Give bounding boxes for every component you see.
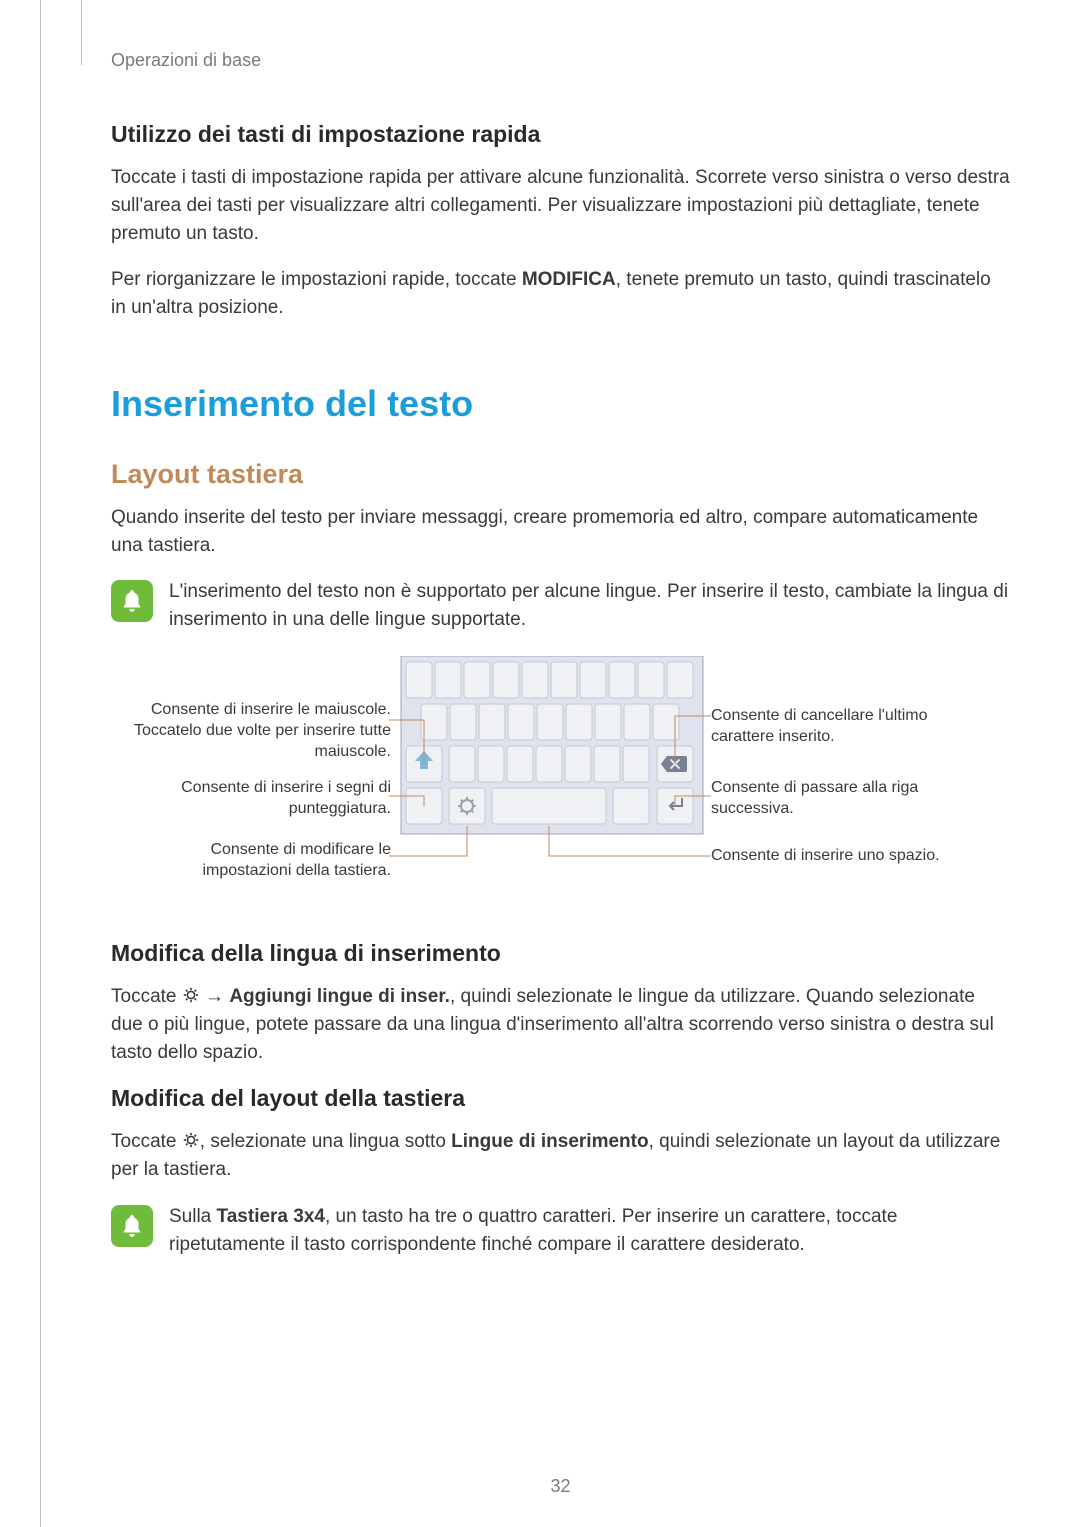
note-block: Sulla Tastiera 3x4, un tasto ha tre o qu… xyxy=(111,1203,1010,1259)
document-page: Operazioni di base Utilizzo dei tasti di… xyxy=(40,0,1080,1527)
text: → xyxy=(200,986,230,1007)
page-title: Inserimento del testo xyxy=(111,383,1010,425)
section-heading-quick-settings: Utilizzo dei tasti di impostazione rapid… xyxy=(111,121,1010,148)
callout-settings: Consente di modificare le impostazioni d… xyxy=(131,840,391,882)
text-bold: MODIFICA xyxy=(522,269,616,290)
page-number: 32 xyxy=(41,1476,1080,1497)
note-text: Sulla Tastiera 3x4, un tasto ha tre o qu… xyxy=(169,1203,1010,1259)
paragraph: Quando inserite del testo per inviare me… xyxy=(111,504,1010,560)
callout-backspace: Consente di cancellare l'ultimo caratter… xyxy=(711,706,971,748)
section-heading-change-language: Modifica della lingua di inserimento xyxy=(111,940,1010,967)
keyboard-diagram: Consente di inserire le maiuscole. Tocca… xyxy=(111,656,991,906)
text: Sulla xyxy=(169,1206,217,1227)
gear-icon xyxy=(182,1131,200,1149)
callout-enter: Consente di passare alla riga successiva… xyxy=(711,778,971,820)
section-heading-layout: Layout tastiera xyxy=(111,459,1010,490)
text: Toccate xyxy=(111,1131,182,1152)
text: Per riorganizzare le impostazioni rapide… xyxy=(111,269,522,290)
bell-icon xyxy=(111,580,153,622)
paragraph: Toccate , selezionate una lingua sotto L… xyxy=(111,1128,1010,1184)
text: Toccate xyxy=(111,986,182,1007)
text: , selezionate una lingua sotto xyxy=(200,1131,451,1152)
callout-space: Consente di inserire uno spazio. xyxy=(711,846,971,867)
paragraph: Toccate i tasti di impostazione rapida p… xyxy=(111,164,1010,248)
bell-icon xyxy=(111,1205,153,1247)
section-heading-change-layout: Modifica del layout della tastiera xyxy=(111,1085,1010,1112)
paragraph: Per riorganizzare le impostazioni rapide… xyxy=(111,266,1010,322)
page-left-rule xyxy=(81,0,82,65)
callout-punctuation: Consente di inserire i segni di punteggi… xyxy=(131,778,391,820)
text-bold: Lingue di inserimento xyxy=(451,1131,648,1152)
note-text: L'inserimento del testo non è supportato… xyxy=(169,578,1010,634)
text-bold: Aggiungi lingue di inser. xyxy=(229,986,450,1007)
note-block: L'inserimento del testo non è supportato… xyxy=(111,578,1010,634)
paragraph: Toccate → Aggiungi lingue di inser., qui… xyxy=(111,983,1010,1067)
callout-shift: Consente di inserire le maiuscole. Tocca… xyxy=(131,700,391,762)
text-bold: Tastiera 3x4 xyxy=(217,1206,325,1227)
gear-icon xyxy=(182,986,200,1004)
breadcrumb: Operazioni di base xyxy=(111,50,1010,71)
